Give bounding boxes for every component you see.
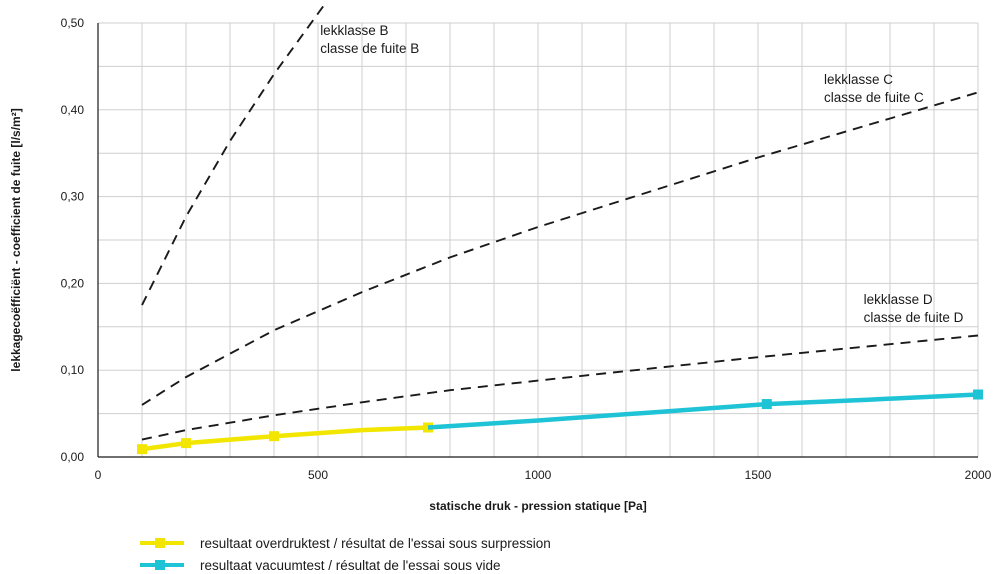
annotation-label: classe de fuite C <box>824 90 924 105</box>
series-line-C <box>141 91 979 406</box>
y-tick-label: 0,00 <box>61 450 85 464</box>
x-tick-label: 1500 <box>745 468 772 482</box>
y-tick-label: 0,10 <box>61 363 85 377</box>
y-tick-label: 0,40 <box>61 103 85 117</box>
x-tick-label: 0 <box>95 468 102 482</box>
annotation-label: classe de fuite B <box>320 41 419 56</box>
tick-labels: 0 500 1000 1500 2000 0,00 0,10 0,20 0,30 0,40 0,50 <box>61 16 992 482</box>
marker-overdruk <box>137 444 147 455</box>
x-tick-label: 1000 <box>525 468 552 482</box>
legend-label: resultaat vacuumtest / résultat de l'ess… <box>200 557 501 573</box>
marker-vacuum <box>973 389 983 400</box>
annotation-label: classe de fuite D <box>864 310 964 325</box>
y-tick-label: 0,30 <box>61 190 85 204</box>
leakage-chart: 0 500 1000 1500 2000 0,00 0,10 0,20 0,30 0,40 0,50… <box>9 0 992 513</box>
annotation-label: lekklasse B <box>320 23 388 38</box>
legend-swatch-cyan <box>140 556 184 574</box>
legend-swatch-yellow <box>140 534 184 552</box>
legend-marker <box>155 538 165 548</box>
legend-label: resultaat overdruktest / résultat de l'e… <box>200 535 551 551</box>
series-layer <box>137 0 983 455</box>
marker-overdruk <box>181 438 191 449</box>
series-line-B <box>141 0 328 306</box>
x-tick-label: 500 <box>308 468 328 482</box>
grid <box>98 22 979 457</box>
marker-vacuum <box>761 399 772 410</box>
axes <box>97 23 978 458</box>
series-line-vacuum <box>427 392 979 430</box>
legend-item-vacuum: resultaat vacuumtest / résultat de l'ess… <box>140 556 840 574</box>
y-tick-label: 0,20 <box>61 276 85 290</box>
annotations: lekklasse B classe de fuite B lekklasse C c… <box>320 23 963 325</box>
annotation-label: lekklasse D <box>864 292 933 307</box>
annotation-label: lekklasse C <box>824 72 893 87</box>
x-tick-label: 2000 <box>965 468 992 482</box>
legend-marker <box>155 560 165 570</box>
y-tick-label: 0,50 <box>61 16 85 30</box>
marker-overdruk <box>269 431 279 442</box>
legend-item-overdruk: resultaat overdruktest / résultat de l'e… <box>140 534 840 552</box>
series-line-D <box>141 334 979 441</box>
x-axis-title: statische druk - pression statique [Pa] <box>429 499 646 513</box>
y-axis-title: lekkagecoëfficiënt - coefficient de fuit… <box>9 108 23 371</box>
